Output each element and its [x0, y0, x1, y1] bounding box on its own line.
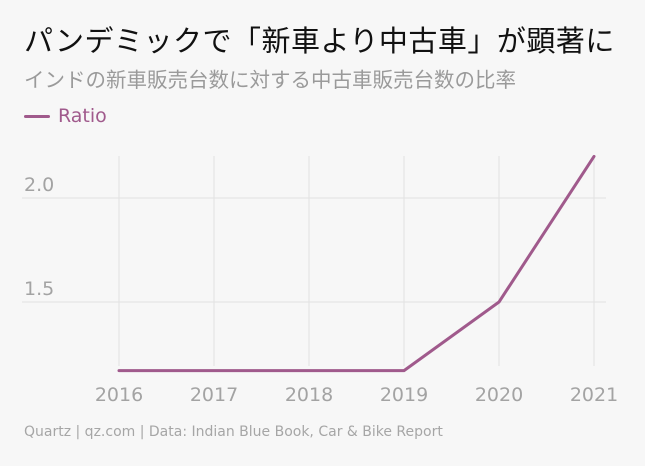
series-line-0	[117, 154, 596, 373]
x-tick-label: 2016	[95, 384, 143, 406]
chart-subtitle: インドの新車販売台数に対する中古車販売台数の比率	[24, 68, 516, 92]
source-footer: Quartz | qz.com | Data: Indian Blue Book…	[24, 424, 443, 440]
legend: Ratio	[24, 105, 107, 127]
y-tick-labels: 1.5 2.0	[24, 174, 54, 300]
x-tick-label: 2019	[380, 384, 428, 406]
chart-title: パンデミックで「新車より中古車」が顕著に	[24, 24, 615, 58]
x-tick-label: 2020	[475, 384, 523, 406]
grid-lines	[22, 156, 606, 366]
y-tick-label: 2.0	[24, 174, 54, 196]
x-tick-label: 2017	[190, 384, 238, 406]
x-tick-labels: 2016 2017 2018 2019 2020 2021	[95, 384, 618, 406]
x-tick-label: 2018	[285, 384, 333, 406]
x-tick-label: 2021	[570, 384, 618, 406]
y-tick-label: 1.5	[24, 278, 54, 300]
legend-swatch	[24, 114, 50, 118]
series-layer	[117, 154, 596, 373]
legend-label: Ratio	[58, 105, 107, 127]
